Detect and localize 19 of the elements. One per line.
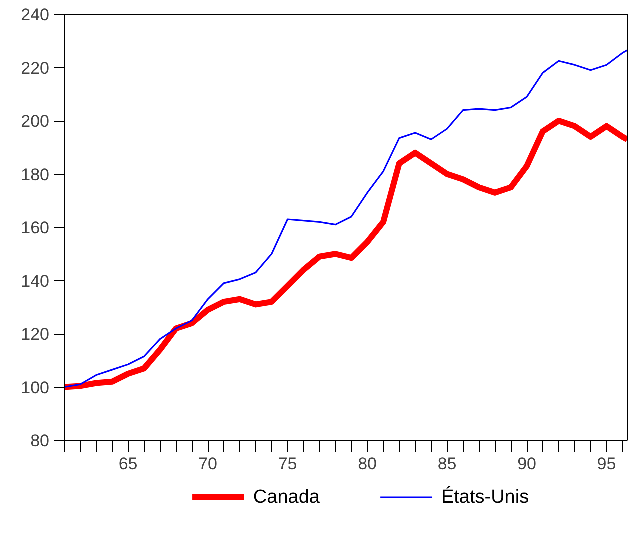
y-tick-label: 200 [21,112,50,131]
legend-label: États-Unis [441,486,530,508]
legend-label: Canada [253,487,320,508]
x-tick-label: 95 [597,454,616,474]
y-tick-label: 160 [21,218,50,238]
y-tick-label: 100 [21,378,50,398]
y-tick-label: 180 [21,165,50,184]
x-tick-label: 85 [438,454,457,474]
y-tick-label: 220 [21,58,50,78]
line-series [64,50,628,388]
y-tick-label: 120 [21,325,50,344]
y-tick-label: 240 [21,6,50,24]
y-tick-label: 140 [21,272,50,291]
x-tick-label: 90 [518,454,536,474]
x-tick-label: 65 [118,454,138,474]
x-tick-label: 75 [278,454,298,474]
y-tick-label: 80 [30,432,50,450]
x-tick-label: 70 [198,454,218,474]
x-tick-label: 80 [358,454,377,474]
